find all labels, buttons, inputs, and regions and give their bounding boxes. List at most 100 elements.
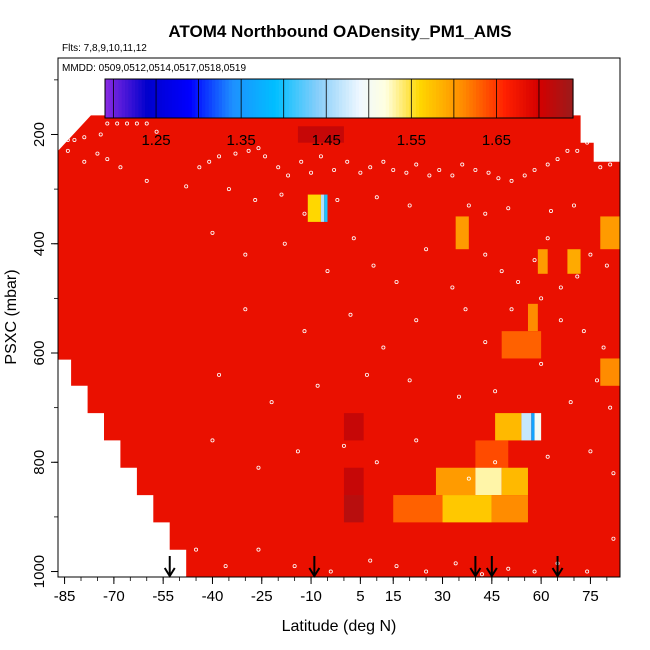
colorbar-segment bbox=[566, 79, 571, 118]
sample-points bbox=[59, 121, 616, 577]
sample-point bbox=[575, 274, 580, 279]
sample-point bbox=[506, 206, 511, 211]
sample-point bbox=[522, 173, 527, 178]
x-tick-label: -40 bbox=[202, 588, 224, 605]
x-axis-label: Latitude (deg N) bbox=[282, 618, 397, 635]
colorbar-segment bbox=[115, 79, 119, 118]
sample-point bbox=[364, 372, 369, 377]
colorbar-segment bbox=[322, 79, 327, 118]
x-tick-label: 5 bbox=[356, 588, 364, 605]
sample-point bbox=[207, 159, 212, 164]
sample-point bbox=[315, 383, 320, 388]
sample-point bbox=[558, 285, 563, 290]
sample-point bbox=[194, 547, 199, 552]
sample-point bbox=[184, 184, 189, 189]
sample-point bbox=[483, 340, 488, 345]
sample-point bbox=[450, 173, 455, 178]
colorbar-tick-label: 1.25 bbox=[141, 132, 170, 149]
sample-point bbox=[341, 443, 346, 448]
sample-point bbox=[154, 129, 159, 134]
sample-point bbox=[424, 247, 429, 252]
heatmap-cell bbox=[343, 495, 364, 523]
heatmap-cell bbox=[501, 331, 542, 359]
colorbar-segment bbox=[395, 79, 400, 118]
sample-point bbox=[217, 372, 222, 377]
colorbar-segment bbox=[242, 79, 246, 118]
colorbar-segment bbox=[489, 79, 494, 118]
colorbar-segment bbox=[512, 79, 517, 118]
colorbar-segment bbox=[509, 79, 514, 118]
sample-point bbox=[427, 173, 432, 178]
heatmap-cell bbox=[495, 413, 522, 441]
sample-point bbox=[226, 187, 231, 192]
sample-point bbox=[374, 195, 379, 200]
y-axis-label: PSXC (mbar) bbox=[3, 269, 20, 364]
colorbar-segment bbox=[171, 79, 176, 118]
sample-point bbox=[558, 318, 563, 323]
colorbar-segment bbox=[125, 79, 129, 118]
colorbar-segment bbox=[536, 79, 541, 118]
sample-point bbox=[604, 263, 609, 268]
sample-point bbox=[496, 176, 501, 181]
y-tick-label: 400 bbox=[31, 231, 48, 256]
sample-point bbox=[59, 137, 64, 142]
colorbar-segment bbox=[422, 79, 427, 118]
colorbar-segment bbox=[529, 79, 534, 118]
colorbar-segment bbox=[435, 79, 440, 118]
colorbar-segment bbox=[272, 79, 277, 118]
sample-point bbox=[404, 170, 409, 175]
colorbar-segment bbox=[519, 79, 524, 118]
colorbar-segment bbox=[325, 79, 330, 118]
sample-point bbox=[371, 263, 376, 268]
sample-point bbox=[394, 564, 399, 569]
sample-point bbox=[358, 170, 363, 175]
sample-point bbox=[456, 394, 461, 399]
heatmap-cell bbox=[600, 216, 620, 250]
colorbar-segment bbox=[499, 79, 504, 118]
sample-point bbox=[65, 148, 70, 153]
colorbar-segment bbox=[235, 79, 240, 118]
sample-point bbox=[243, 252, 248, 257]
chart-title: ATOM4 Northbound OADensity_PM1_AMS bbox=[168, 22, 511, 41]
sample-point bbox=[286, 173, 291, 178]
sample-point bbox=[545, 162, 550, 167]
sample-point bbox=[601, 345, 606, 350]
colorbar-segment bbox=[328, 79, 333, 118]
sample-point bbox=[144, 178, 149, 183]
colorbar-segment bbox=[165, 79, 170, 118]
colorbar-segment bbox=[302, 79, 307, 118]
colorbar-segment bbox=[486, 79, 491, 118]
y-tick-label: 800 bbox=[31, 450, 48, 475]
sample-point bbox=[256, 146, 261, 151]
colorbar-segment bbox=[218, 79, 223, 118]
sample-point bbox=[466, 203, 471, 208]
y-axis: 200 400 600 800 1000 bbox=[31, 79, 58, 588]
sample-point bbox=[381, 345, 386, 350]
colorbar-segment bbox=[108, 79, 113, 118]
colorbar-segment bbox=[389, 79, 394, 118]
sample-point bbox=[394, 279, 399, 284]
colorbar-segment bbox=[295, 79, 300, 118]
colorbar-segment bbox=[345, 79, 350, 118]
colorbar-segment bbox=[335, 79, 340, 118]
colorbar-segment bbox=[268, 79, 273, 118]
x-tick-label: -70 bbox=[103, 588, 125, 605]
colorbar-segment bbox=[549, 79, 554, 118]
sample-point bbox=[144, 121, 149, 126]
colorbar-segment bbox=[128, 79, 133, 118]
colorbar-segment bbox=[252, 79, 257, 118]
colorbar-segment bbox=[262, 79, 267, 118]
heatmap-cell bbox=[455, 216, 469, 250]
colorbar-segment bbox=[382, 79, 387, 118]
sample-point bbox=[450, 285, 455, 290]
flight-arrow-head bbox=[485, 567, 498, 578]
colorbar-segment bbox=[492, 79, 497, 118]
colorbar-segment bbox=[181, 79, 186, 118]
colorbar-segment bbox=[138, 79, 143, 118]
sample-point bbox=[105, 157, 110, 162]
sample-point bbox=[594, 378, 599, 383]
sample-point bbox=[545, 454, 550, 459]
x-tick-label: -25 bbox=[251, 588, 273, 605]
x-axis: -85 -70 -55 -40 -25 -10 5 15 30 45 60 75 bbox=[54, 577, 608, 605]
colorbar-segment bbox=[332, 79, 337, 118]
